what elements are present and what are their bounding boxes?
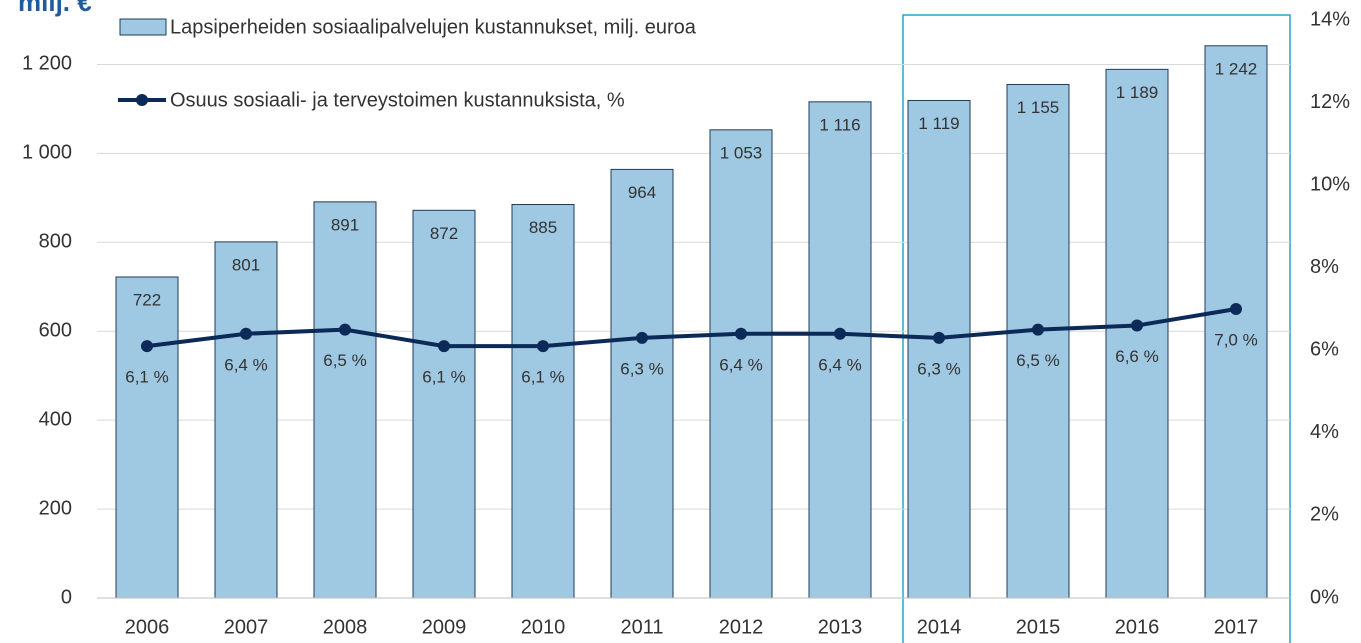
value-label: 6,3 % (620, 359, 663, 378)
bar (1105, 68, 1169, 599)
y2-tick-label: 0% (1310, 586, 1339, 608)
x-tick-label: 2007 (224, 616, 269, 638)
value-label: 6,1 % (422, 368, 465, 387)
y2-tick-label: 14% (1310, 8, 1350, 30)
line-point (537, 340, 549, 353)
x-tick-label: 2015 (1016, 616, 1061, 638)
y2-tick-label: 12% (1310, 91, 1350, 113)
value-label: 1 189 (1116, 83, 1159, 102)
legend-swatch (119, 18, 167, 36)
bar (709, 129, 773, 599)
line (146, 307, 1237, 349)
line-point (438, 340, 450, 353)
x-tick-label: 2011 (620, 616, 663, 638)
legend-swatch (136, 94, 148, 106)
value-label: 1 116 (819, 115, 860, 134)
chart-title: milj. € (18, 0, 92, 17)
value-label: 801 (232, 255, 260, 274)
bar (511, 204, 575, 599)
x-tick-label: 2009 (422, 616, 467, 638)
value-label: 872 (430, 224, 458, 243)
value-label: 6,3 % (917, 359, 960, 378)
line-point (1032, 323, 1044, 336)
y-tick-label: 200 (39, 497, 72, 519)
bar (1204, 45, 1268, 599)
x-tick-label: 2012 (719, 616, 764, 638)
line-point (339, 323, 351, 336)
value-label: 964 (628, 183, 656, 202)
legend-label: Lapsiperheiden sosiaalipalvelujen kustan… (170, 16, 697, 38)
value-label: 1 053 (720, 143, 763, 162)
value-label: 6,4 % (818, 355, 861, 374)
x-tick-label: 2016 (1115, 616, 1160, 638)
value-label: 6,5 % (323, 351, 366, 370)
bar (1006, 83, 1070, 599)
bar (808, 101, 872, 599)
x-tick-label: 2014 (917, 616, 962, 638)
value-label: 722 (133, 290, 161, 309)
y2-tick-label: 8% (1310, 256, 1339, 278)
x-tick-label: 2010 (521, 616, 566, 638)
line-point (636, 331, 648, 344)
value-label: 1 119 (918, 114, 959, 133)
line-point (240, 327, 252, 340)
bar (313, 201, 377, 599)
line-point (1131, 319, 1143, 332)
y-tick-label: 1 000 (22, 142, 72, 164)
value-label: 6,4 % (719, 355, 762, 374)
x-tick-label: 2008 (323, 616, 368, 638)
y-tick-label: 400 (39, 408, 72, 430)
x-tick-label: 2006 (125, 616, 170, 638)
legend-label: Osuus sosiaali- ja terveystoimen kustann… (170, 89, 625, 111)
y-tick-label: 800 (39, 231, 72, 253)
y-tick-label: 1 200 (22, 53, 72, 75)
y2-tick-label: 4% (1310, 421, 1339, 443)
line-point (735, 327, 747, 340)
value-label: 885 (529, 218, 557, 237)
line-point (1230, 303, 1242, 315)
value-label: 1 155 (1017, 98, 1060, 117)
bar (412, 209, 476, 599)
value-label: 6,4 % (224, 355, 267, 374)
bar (214, 241, 278, 599)
line-point (141, 340, 153, 353)
bar (610, 168, 674, 599)
value-label: 6,1 % (125, 368, 168, 387)
y-tick-label: 600 (39, 320, 72, 342)
value-label: 7,0 % (1214, 330, 1257, 349)
value-label: 6,5 % (1016, 351, 1059, 370)
y2-tick-label: 10% (1310, 173, 1350, 195)
bar (907, 99, 971, 599)
x-tick-label: 2013 (818, 616, 863, 638)
value-label: 6,6 % (1115, 347, 1158, 366)
value-label: 891 (331, 215, 359, 234)
value-label: 6,1 % (521, 368, 564, 387)
value-label: 1 242 (1215, 59, 1258, 78)
y-tick-label: 0 (61, 586, 72, 608)
y2-tick-label: 2% (1310, 504, 1339, 526)
line-point (834, 327, 846, 340)
x-tick-label: 2017 (1214, 616, 1259, 638)
line-point (933, 331, 945, 344)
y2-tick-label: 6% (1310, 339, 1339, 361)
bar (115, 276, 179, 599)
